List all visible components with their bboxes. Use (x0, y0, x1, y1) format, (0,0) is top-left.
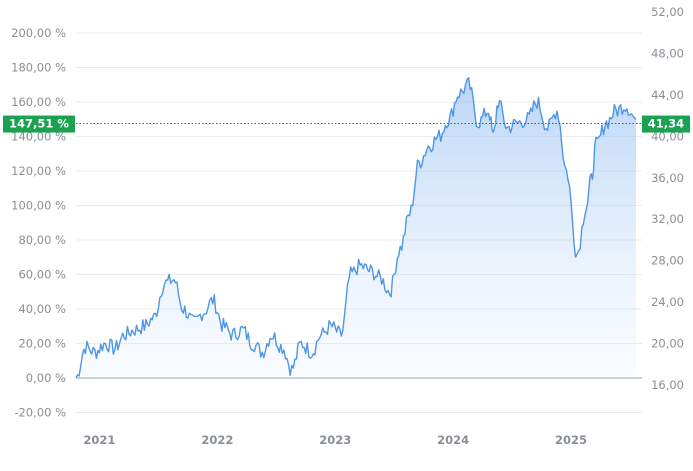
y-right-tick-label: 44,00 (651, 88, 684, 102)
current-price-label: 41,34 (648, 117, 684, 131)
x-tick-label: 2024 (437, 433, 469, 447)
y-left-tick-label: 120,00 % (11, 164, 66, 178)
y-right-tick-label: 52,00 (651, 5, 684, 19)
y-left-tick-label: 60,00 % (18, 268, 66, 282)
x-tick-label: 2023 (319, 433, 351, 447)
y-right-tick-label: 20,00 (651, 337, 684, 351)
y-right-tick-label: 24,00 (651, 295, 684, 309)
series-line (75, 77, 637, 379)
y-right-tick-label: 32,00 (651, 212, 684, 226)
y-left-tick-label: -20,00 % (14, 406, 66, 420)
y-right-tick-label: 16,00 (651, 378, 684, 392)
x-tick-label: 2021 (83, 433, 115, 447)
current-price-badge (642, 115, 690, 133)
axes: -20,00 % 0,00 % 20,00 % 40,00 % 60,00 % 80,00… (11, 5, 684, 447)
series-area (76, 77, 636, 379)
y-right-tick-label: 48,00 (651, 46, 684, 60)
x-tick-label: 2022 (201, 433, 233, 447)
y-left-tick-label: 40,00 % (18, 302, 66, 316)
y-right-tick-label: 40,00 (651, 129, 684, 143)
x-tick-label: 2025 (555, 433, 587, 447)
y-left-tick-label: 100,00 % (11, 199, 66, 213)
y-left-tick-label: 20,00 % (18, 337, 66, 351)
y-left-tick-label: 80,00 % (18, 233, 66, 247)
y-left-tick-label: 0,00 % (26, 371, 66, 385)
current-percent-label: 147,51 % (9, 117, 69, 131)
y-left-tick-label: 160,00 % (11, 95, 66, 109)
current-percent-badge (3, 115, 75, 133)
y-left-tick-label: 200,00 % (11, 26, 66, 40)
y-left-tick-label: 180,00 % (11, 61, 66, 75)
y-right-tick-label: 36,00 (651, 171, 684, 185)
y-left-tick-label: 140,00 % (11, 130, 66, 144)
series (75, 77, 637, 379)
current-marker: 147,51 % 41,34 (3, 115, 690, 133)
y-right-tick-label: 28,00 (651, 254, 684, 268)
